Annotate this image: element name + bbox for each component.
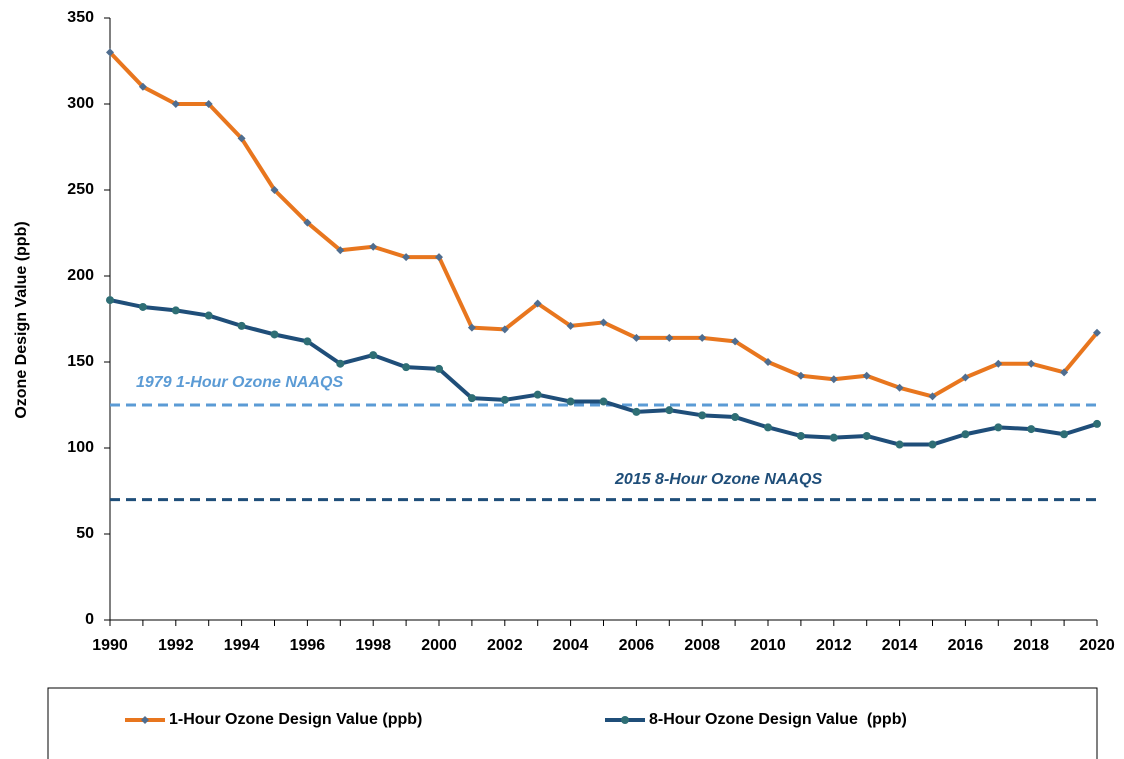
y-axis-label: Ozone Design Value (ppb) xyxy=(13,221,30,418)
x-tick-label: 2000 xyxy=(421,637,457,654)
marker xyxy=(204,311,213,320)
marker xyxy=(270,186,279,194)
marker xyxy=(895,440,904,449)
marker xyxy=(632,407,641,416)
y-tick-label: 50 xyxy=(76,525,94,542)
x-tick-label: 2004 xyxy=(553,637,589,654)
marker xyxy=(1027,425,1036,434)
x-tick-label: 2020 xyxy=(1079,637,1115,654)
marker xyxy=(566,321,575,330)
marker xyxy=(862,431,871,440)
marker xyxy=(500,395,509,404)
marker xyxy=(829,433,838,442)
y-tick-label: 100 xyxy=(67,439,94,456)
x-tick-label: 2006 xyxy=(619,637,655,654)
marker xyxy=(994,359,1003,368)
marker xyxy=(533,390,542,399)
marker xyxy=(435,364,443,373)
marker xyxy=(1093,419,1101,428)
marker xyxy=(106,296,114,305)
legend-box xyxy=(47,687,1098,759)
reference-label: 2015 8-Hour Ozone NAAQS xyxy=(614,471,822,488)
marker xyxy=(533,299,542,308)
x-tick-label: 2014 xyxy=(882,637,918,654)
marker xyxy=(764,358,772,366)
marker xyxy=(467,394,476,403)
y-tick-label: 250 xyxy=(67,181,94,198)
marker xyxy=(698,333,707,342)
x-tick-label: 2016 xyxy=(948,637,984,654)
marker xyxy=(1060,430,1069,439)
marker xyxy=(467,323,476,332)
marker xyxy=(1060,368,1069,377)
marker xyxy=(698,411,707,420)
marker xyxy=(237,321,246,330)
x-tick-label: 1996 xyxy=(290,637,326,654)
marker xyxy=(402,363,411,372)
marker xyxy=(895,383,904,392)
marker xyxy=(764,423,772,432)
marker xyxy=(303,218,312,227)
y-tick-label: 0 xyxy=(85,611,94,628)
legend-marker xyxy=(621,716,629,724)
marker xyxy=(106,48,114,57)
marker xyxy=(731,337,740,346)
marker xyxy=(500,325,509,334)
marker xyxy=(665,333,674,342)
marker xyxy=(928,392,937,401)
marker xyxy=(303,337,312,346)
legend-marker xyxy=(141,716,149,724)
marker xyxy=(862,371,871,380)
marker xyxy=(204,100,213,108)
marker xyxy=(796,431,805,440)
marker xyxy=(138,302,147,311)
marker xyxy=(171,306,180,315)
y-tick-label: 300 xyxy=(67,95,94,112)
x-tick-label: 1994 xyxy=(224,637,260,654)
x-tick-label: 2008 xyxy=(684,637,720,654)
marker xyxy=(369,351,378,360)
x-tick-label: 2010 xyxy=(750,637,786,654)
legend-label: 8-Hour Ozone Design Value (ppb) xyxy=(649,711,907,728)
marker xyxy=(336,359,345,368)
marker xyxy=(961,373,970,382)
marker xyxy=(632,333,641,342)
marker xyxy=(731,413,740,422)
x-tick-label: 1992 xyxy=(158,637,194,654)
x-tick-label: 2018 xyxy=(1013,637,1049,654)
marker xyxy=(928,440,937,449)
marker xyxy=(599,318,608,327)
marker xyxy=(237,134,246,143)
marker xyxy=(171,100,180,108)
marker xyxy=(566,397,575,406)
x-tick-label: 1990 xyxy=(92,637,128,654)
legend-label: 1-Hour Ozone Design Value (ppb) xyxy=(169,711,422,728)
y-tick-label: 350 xyxy=(67,9,94,26)
x-tick-label: 2012 xyxy=(816,637,852,654)
marker xyxy=(796,371,805,380)
marker xyxy=(435,253,443,262)
marker xyxy=(829,375,838,384)
series-line xyxy=(108,51,1099,399)
marker xyxy=(336,246,345,255)
x-tick-label: 1998 xyxy=(355,637,391,654)
marker xyxy=(1093,328,1101,337)
x-tick-label: 2002 xyxy=(487,637,523,654)
y-tick-label: 200 xyxy=(67,267,94,284)
y-tick-label: 150 xyxy=(67,353,94,370)
marker xyxy=(665,406,674,415)
marker xyxy=(138,82,147,91)
marker xyxy=(1027,359,1036,368)
reference-label: 1979 1-Hour Ozone NAAQS xyxy=(136,374,343,391)
marker xyxy=(961,430,970,439)
marker xyxy=(402,253,411,262)
marker xyxy=(369,242,378,251)
marker xyxy=(599,397,608,406)
marker xyxy=(270,330,279,339)
marker xyxy=(994,423,1003,432)
